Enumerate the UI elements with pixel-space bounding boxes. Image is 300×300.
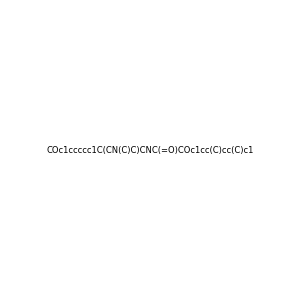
Text: COc1ccccc1C(CN(C)C)CNC(=O)COc1cc(C)cc(C)c1: COc1ccccc1C(CN(C)C)CNC(=O)COc1cc(C)cc(C)… <box>46 146 254 154</box>
